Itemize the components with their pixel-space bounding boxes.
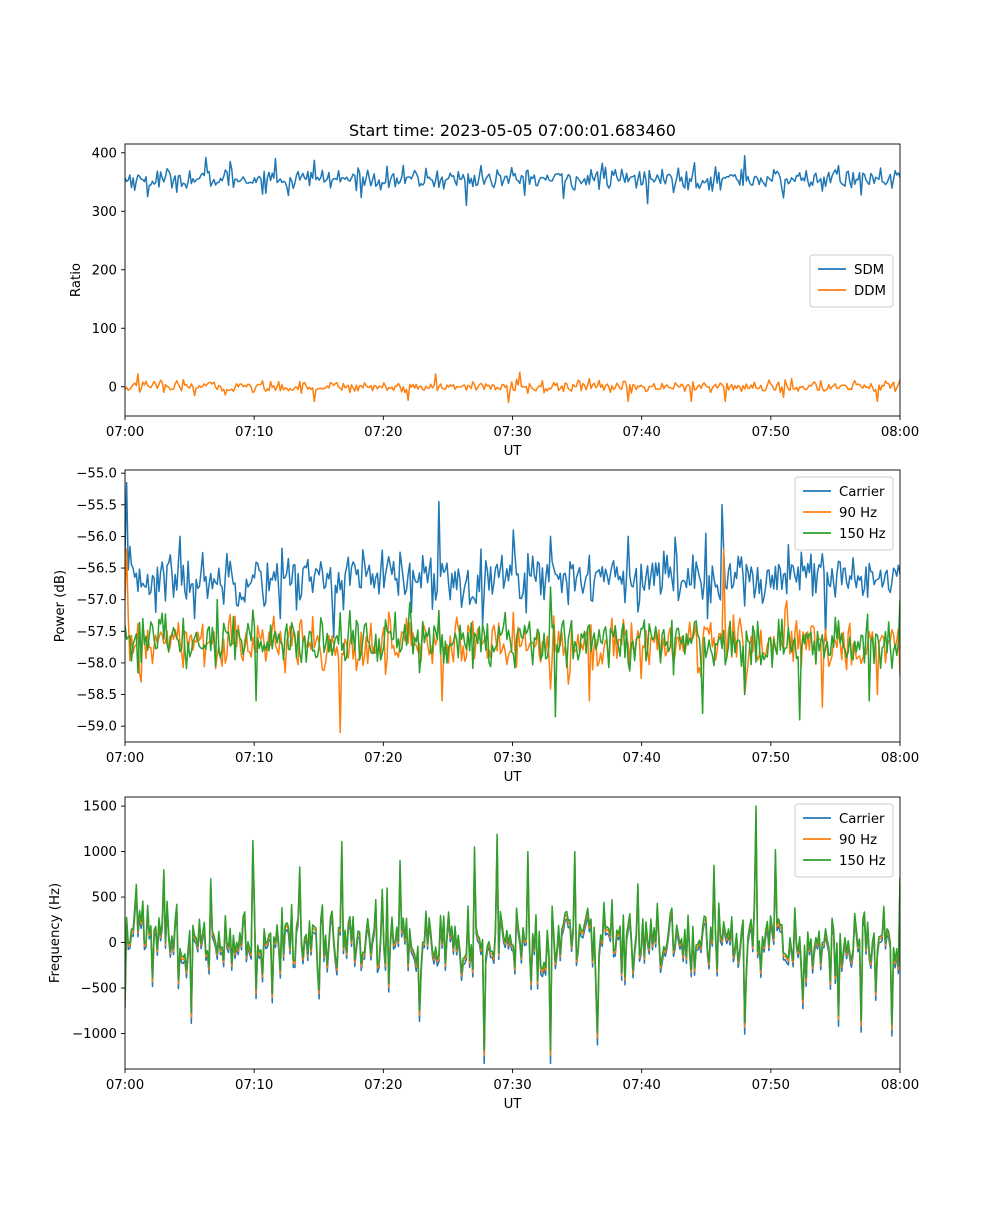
y-tick-label: −55.0 [76,467,117,482]
x-tick-label: 07:50 [752,751,790,766]
y-tick-label: 0 [109,936,117,951]
x-tick-label: 07:30 [493,1078,531,1093]
x-tick-label: 08:00 [881,425,919,440]
legend-box [794,476,894,551]
y-tick-label: 1000 [83,845,117,860]
legend-entry: SDM [854,263,884,278]
y-tick-label: −55.5 [76,498,117,513]
series-group [125,154,900,404]
y-tick-label: 500 [92,891,117,906]
subplot-2: 07:00 07:10 07:20 07:30 07:40 07:50 08:00 −55.0… [53,467,919,785]
y-tick-label: −57.5 [76,625,117,640]
legend-entry: 150 Hz [839,527,886,542]
series-line-150-hz [125,586,900,721]
subplots: 07:00 07:10 07:20 07:30 07:40 07:50 08:00 0 100 2… [48,143,919,1112]
axes-frame [124,796,901,1070]
x-axis-label: UT [504,444,523,459]
legend: Carrier 90 Hz 150 Hz [794,803,894,878]
y-tick-label: −1000 [72,1027,117,1042]
y-tick-label: 100 [92,322,117,337]
x-tick-label: 07:30 [493,425,531,440]
x-tick-label: 07:00 [106,425,144,440]
x-tick-label: 07:10 [235,1078,273,1093]
y-tick-label: −56.0 [76,530,117,545]
legend-entry: 150 Hz [839,854,886,869]
x-tick-label: 07:20 [364,425,402,440]
y-tick-label: 300 [92,205,117,220]
x-axis-label: UT [504,770,523,785]
series-line-ddm [125,371,900,404]
x-tick-label: 08:00 [881,751,919,766]
y-tick-label: 200 [92,263,117,278]
x-tick-label: 07:50 [752,1078,790,1093]
legend-entry: Carrier [839,485,885,500]
legend-box [809,254,894,308]
y-axis-label: Power (dB) [53,570,68,642]
chart-title: Start time: 2023-05-05 07:00:01.683460 [349,121,676,140]
series-group [125,805,900,1065]
y-tick-label: −500 [80,982,117,997]
subplot-3: 07:00 07:10 07:20 07:30 07:40 07:50 08:00 −1000… [48,796,919,1112]
y-tick-label: −58.5 [76,688,117,703]
axes-frame [124,143,901,417]
y-tick-label: 0 [109,380,117,395]
y-tick-label: 1500 [83,800,117,815]
x-tick-label: 07:20 [364,751,402,766]
series-line-carrier [125,481,900,642]
x-tick-label: 07:20 [364,1078,402,1093]
y-tick-label: −59.0 [76,720,117,735]
x-tick-label: 07:10 [235,751,273,766]
x-tick-label: 07:40 [623,425,661,440]
legend-entry: DDM [854,284,886,299]
axes-frame [124,469,901,743]
series-line-sdm [125,154,900,207]
x-tick-label: 07:10 [235,425,273,440]
legend: Carrier 90 Hz 150 Hz [794,476,894,551]
series-group [125,481,900,734]
x-tick-label: 08:00 [881,1078,919,1093]
legend-entry: Carrier [839,812,885,827]
x-tick-label: 07:40 [623,1078,661,1093]
y-axis-label: Frequency (Hz) [48,883,63,983]
legend-entry: 90 Hz [839,833,877,848]
y-axis-label: Ratio [69,263,84,297]
y-tick-label: −56.5 [76,562,117,577]
x-axis-label: UT [504,1097,523,1112]
x-tick-label: 07:30 [493,751,531,766]
y-tick-label: −57.0 [76,593,117,608]
x-tick-label: 07:00 [106,1078,144,1093]
legend-box [794,803,894,878]
x-tick-label: 07:00 [106,751,144,766]
series-line-90-hz [125,811,900,1057]
subplot-1: 07:00 07:10 07:20 07:30 07:40 07:50 08:00 0 100 2… [69,143,919,459]
x-tick-label: 07:40 [623,751,661,766]
legend-entry: 90 Hz [839,506,877,521]
legend: SDM DDM [809,254,894,308]
y-tick-label: −58.0 [76,656,117,671]
series-line-150-hz [125,805,900,1051]
y-tick-label: 400 [92,146,117,161]
x-tick-label: 07:50 [752,425,790,440]
